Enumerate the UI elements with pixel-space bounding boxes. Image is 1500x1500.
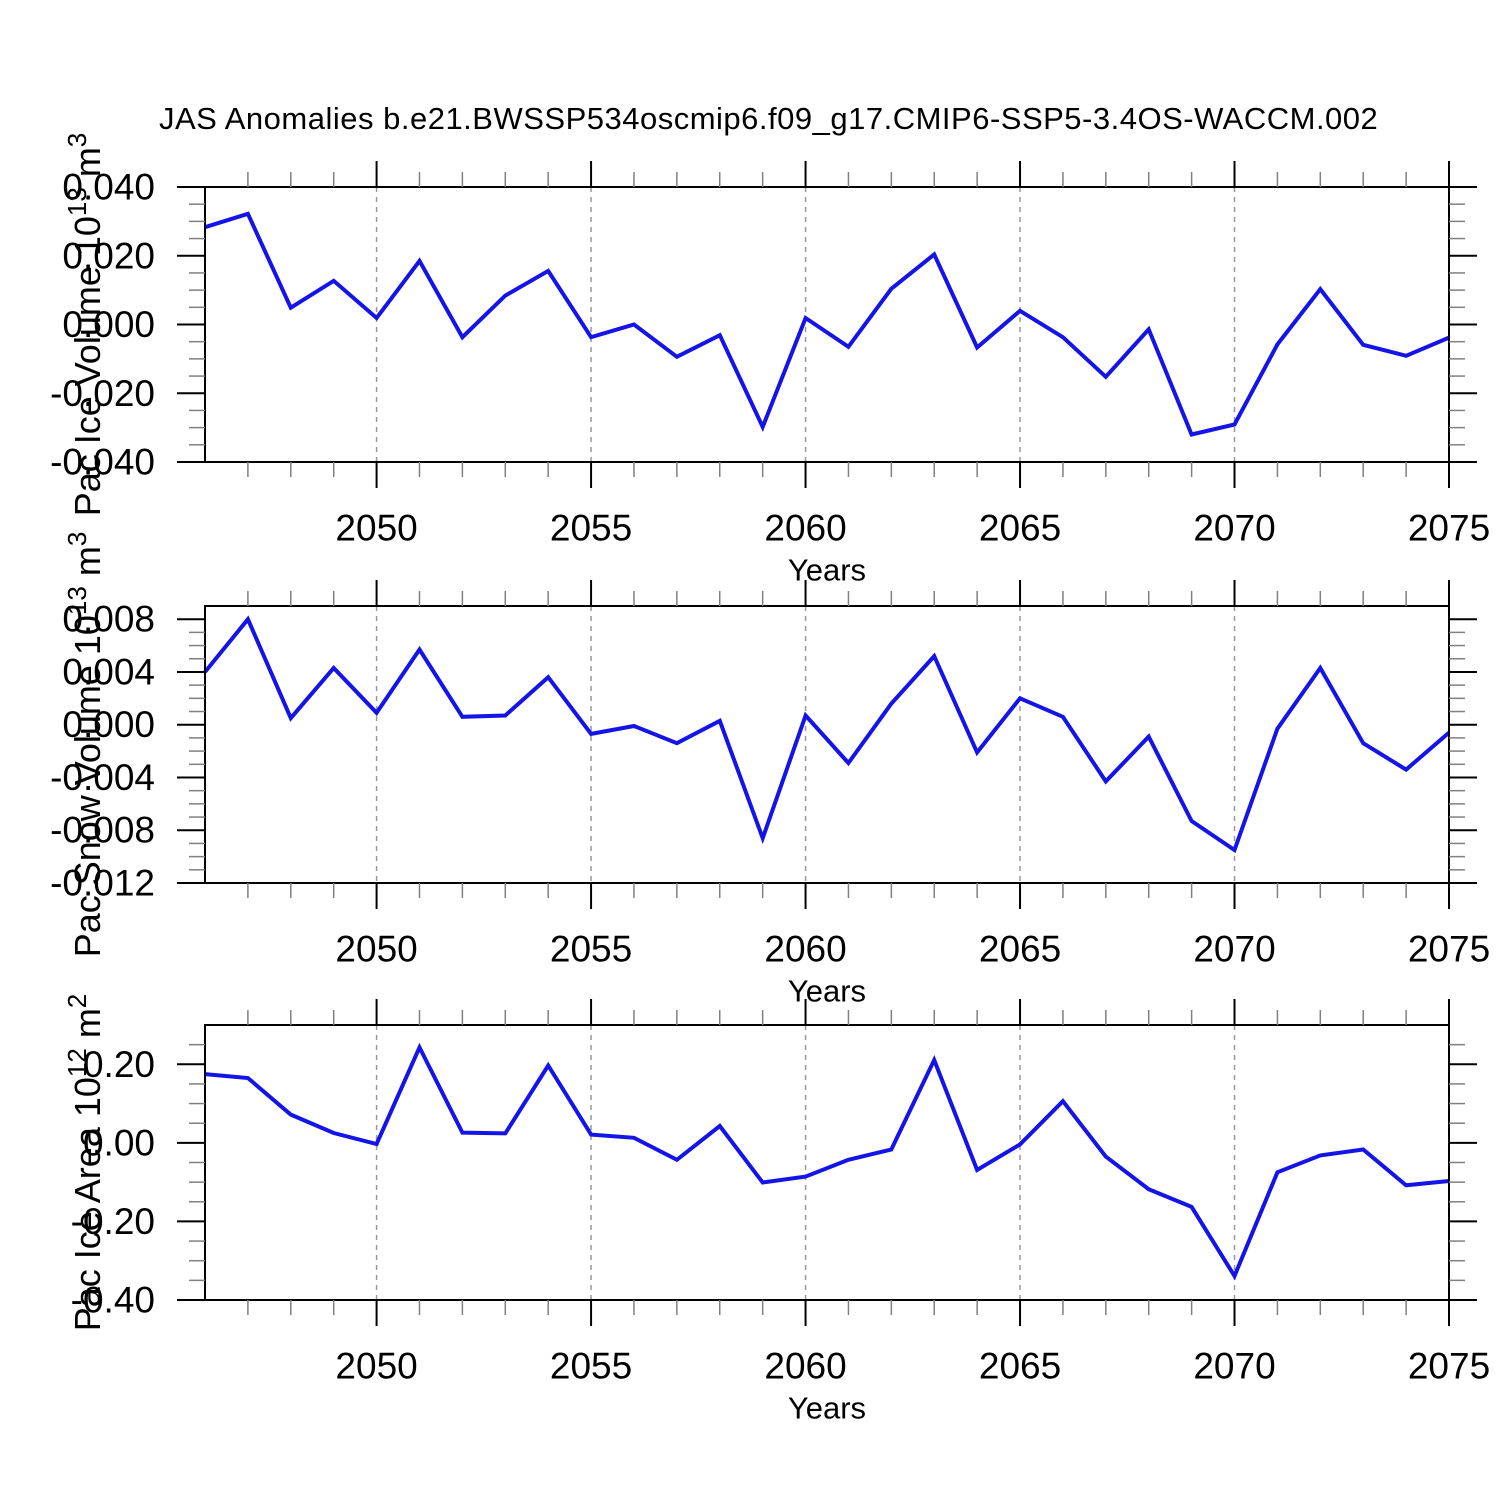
x-axis-title: Years <box>788 553 866 588</box>
x-tick-label: 2070 <box>1193 508 1275 549</box>
y-tick-label: 0.040 <box>62 167 155 208</box>
y-tick-label: -0.40 <box>71 1280 155 1321</box>
panel-pac-snow-volume: 0.008 0.004 0.000 -0.004 -0.008 -0.012 2050 205… <box>50 532 1490 1009</box>
y-axis-title: Pac Ice Volume 1013 m3 <box>62 133 108 517</box>
chart-title: JAS Anomalies b.e21.BWSSP534oscmip6.f09_… <box>159 101 1379 136</box>
plot-frame <box>204 1024 1450 1301</box>
y-tick-label: -0.004 <box>50 757 155 798</box>
y-tick-label: -0.040 <box>50 442 155 483</box>
y-tick-label: -0.020 <box>50 373 155 414</box>
data-line-pac-ice-volume <box>204 211 1450 437</box>
y-axis-title: Pac Ice Area 1012 m2 <box>62 994 108 1332</box>
x-tick-label: 2065 <box>979 929 1061 970</box>
y-tick-label: 0.000 <box>62 704 155 745</box>
y-tick-label: 0.008 <box>62 599 155 640</box>
x-tick-label: 2065 <box>979 1346 1061 1387</box>
x-tick-label: 2075 <box>1408 508 1490 549</box>
x-axis-title: Years <box>788 974 866 1009</box>
plot-frame <box>204 605 1450 884</box>
x-tick-label: 2060 <box>764 508 846 549</box>
x-tick-label: 2050 <box>335 929 417 970</box>
x-tick-label: 2050 <box>335 508 417 549</box>
x-tick-label: 2055 <box>550 1346 632 1387</box>
x-tick-label: 2060 <box>764 1346 846 1387</box>
y-axis-title: Pac Snow Volume 1013 m3 <box>62 532 108 958</box>
y-tick-label: 0.004 <box>62 651 155 692</box>
x-tick-label: 2075 <box>1408 929 1490 970</box>
panel-pac-ice-volume: 0.040 0.020 0.000 -0.020 -0.040 2050 2055 2060 2… <box>50 133 1490 588</box>
y-tick-label: 0.020 <box>62 235 155 276</box>
y-tick-label: -0.012 <box>50 863 155 904</box>
y-tick-label: -0.20 <box>71 1201 155 1242</box>
y-tick-label: 0.00 <box>83 1122 155 1163</box>
data-line-pac-ice-area <box>204 1042 1450 1281</box>
x-axis-title: Years <box>788 1391 866 1426</box>
x-tick-label: 2070 <box>1193 929 1275 970</box>
x-tick-label: 2055 <box>550 508 632 549</box>
x-tick-label: 2075 <box>1408 1346 1490 1387</box>
x-tick-label: 2055 <box>550 929 632 970</box>
plot-frame <box>204 186 1450 463</box>
x-tick-label: 2060 <box>764 929 846 970</box>
data-line-pac-snow-volume <box>203 615 1451 854</box>
y-tick-label: -0.008 <box>50 810 155 851</box>
x-tick-label: 2070 <box>1193 1346 1275 1387</box>
x-tick-label: 2050 <box>335 1346 417 1387</box>
y-tick-label: 0.000 <box>62 304 155 345</box>
y-tick-label: 0.20 <box>83 1044 155 1085</box>
panel-pac-ice-area: 0.20 0.00 -0.20 -0.40 2050 2055 2060 2065 2070 20… <box>62 994 1490 1426</box>
x-tick-label: 2065 <box>979 508 1061 549</box>
